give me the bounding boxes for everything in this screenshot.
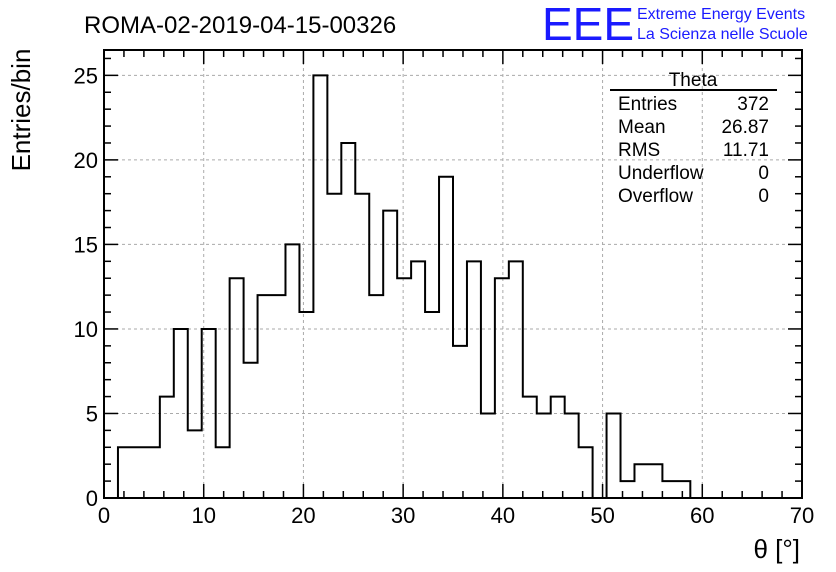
histogram-bin (230, 278, 244, 498)
x-tick-label: 0 (98, 503, 110, 528)
y-tick-label: 20 (74, 148, 98, 173)
axis-ticks (103, 50, 803, 499)
stats-value: 26.87 (721, 117, 769, 138)
y-tick-label: 0 (86, 486, 98, 511)
histogram-bin (634, 464, 648, 498)
histogram-bin (160, 397, 174, 498)
stats-value: 0 (758, 163, 769, 184)
histogram-bin (258, 295, 272, 498)
x-tick-label: 20 (291, 503, 315, 528)
x-tick-labels: 0 10 20 30 40 50 60 70 (98, 503, 814, 528)
histogram-bin (411, 261, 425, 498)
histogram-bin (244, 363, 258, 498)
histogram-bin (341, 143, 355, 498)
histogram-bin (648, 464, 662, 498)
logo-line-1: Extreme Energy Events (637, 6, 805, 23)
eee-logo: EEE Extreme Energy Events La Scienza nel… (542, 0, 808, 50)
histogram-bin (327, 194, 341, 498)
histogram-bin (313, 75, 327, 498)
x-tick-label: 70 (790, 503, 814, 528)
stats-label: Mean (618, 117, 666, 138)
stats-label: Overflow (618, 186, 693, 207)
histogram-bin (439, 177, 453, 498)
y-tick-label: 5 (86, 401, 98, 426)
histogram-bin (188, 430, 202, 498)
histogram-bin (565, 413, 579, 498)
grid-lines (104, 50, 802, 498)
histogram-bin (383, 211, 397, 498)
histogram-bin (132, 447, 146, 498)
x-tick-label: 10 (191, 503, 215, 528)
histogram-bin (272, 295, 286, 498)
histogram-bin (662, 481, 676, 498)
histogram-bin (523, 397, 537, 498)
stats-value: 11.71 (723, 140, 769, 161)
histogram-bin (397, 278, 411, 498)
plot-frame (103, 49, 803, 499)
eee-logo-mark: EEE (542, 0, 634, 50)
histogram-bin (579, 447, 593, 498)
histogram-bin (495, 278, 509, 498)
logo-line-2: La Scienza nelle Scuole (637, 26, 808, 43)
histogram-bin (676, 481, 690, 498)
histogram-bin (118, 447, 132, 498)
histogram-bin (481, 413, 495, 498)
histogram-bin (551, 397, 565, 498)
histogram-bin (146, 447, 160, 498)
histogram-bin (453, 346, 467, 498)
y-tick-label: 10 (74, 317, 98, 342)
x-tick-label: 50 (590, 503, 614, 528)
y-tick-label: 15 (74, 232, 98, 257)
histogram-outline (116, 74, 789, 499)
histogram-bin (216, 447, 230, 498)
y-axis-title: Entries/bin (6, 49, 36, 172)
stats-label: Entries (618, 94, 677, 115)
histogram-bin (537, 413, 551, 498)
chart-title: ROMA-02-2019-04-15-00326 (84, 12, 396, 39)
x-tick-label: 60 (690, 503, 714, 528)
y-tick-label: 25 (74, 63, 98, 88)
x-tick-label: 40 (491, 503, 515, 528)
stats-title: Theta (669, 70, 718, 91)
stats-value: 372 (737, 94, 769, 115)
histogram-bin (607, 413, 621, 498)
stats-rows: Entries 372 Mean 26.87 RMS 11.71 Underflow 0 Ove… (618, 94, 769, 207)
stats-box: Theta Entries 372 Mean 26.87 RMS 11.71 Underfl… (610, 70, 777, 207)
histogram-bin (355, 194, 369, 498)
histogram-bin (467, 261, 481, 498)
histogram-bin (509, 261, 523, 498)
stats-label: Underflow (618, 163, 704, 184)
histogram-bin (369, 295, 383, 498)
histogram-bin (174, 329, 188, 498)
stats-label: RMS (618, 140, 660, 161)
histogram-bin (285, 244, 299, 498)
histogram-bin (299, 312, 313, 498)
x-tick-label: 30 (391, 503, 415, 528)
x-axis-title: θ [°] (753, 534, 800, 564)
y-tick-labels: 0 5 10 15 20 25 (74, 63, 98, 511)
stats-value: 0 (758, 186, 769, 207)
histogram-bin (425, 312, 439, 498)
